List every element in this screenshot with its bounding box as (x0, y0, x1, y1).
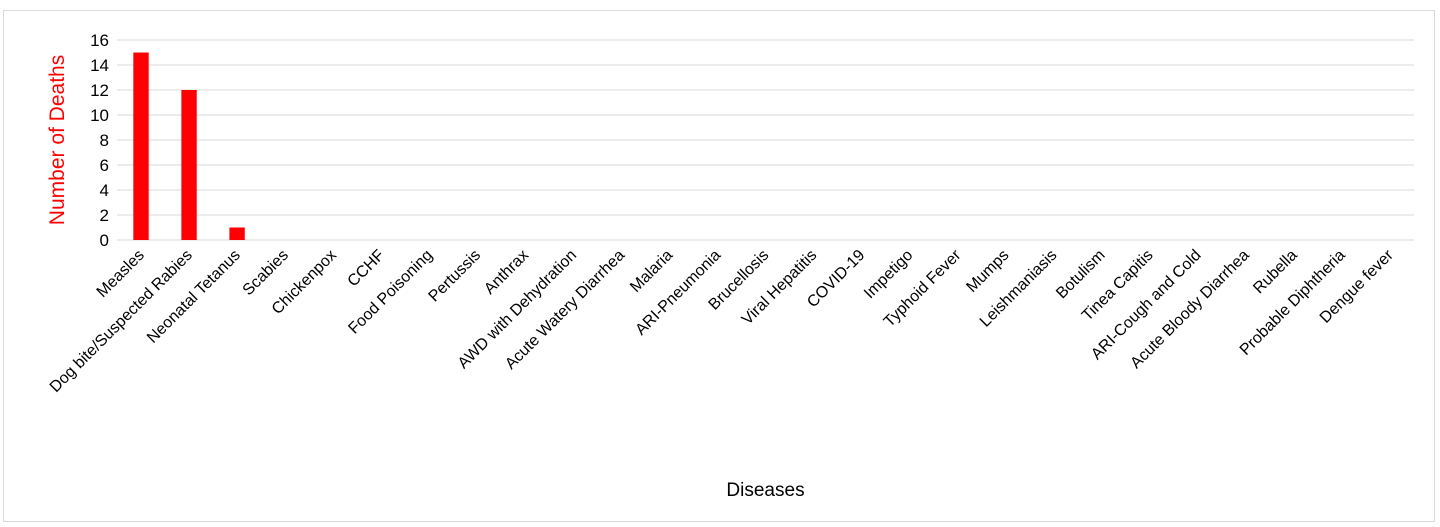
x-tick-label: CCHF (345, 247, 389, 291)
x-tick-label: Malaria (627, 247, 676, 296)
x-tick-label: Pertussis (426, 247, 485, 306)
x-axis-label: Diseases (726, 480, 804, 501)
y-tick-label: 12 (90, 81, 109, 100)
y-tick-label: 16 (90, 31, 109, 50)
x-tick-label: ARI-Pneumonia (632, 247, 724, 339)
grid-lines (117, 39, 1414, 241)
chart-frame: 0 2 4 6 8 10 12 14 16 Measles Dog bite/Suspected … (3, 10, 1435, 522)
bar (133, 52, 149, 240)
y-tick-label: 14 (90, 56, 109, 75)
y-tick-label: 8 (100, 131, 109, 150)
bar (229, 227, 245, 240)
y-tick-label: 0 (100, 231, 109, 250)
y-axis-label: Number of Deaths (46, 55, 69, 225)
x-tick-label: Mumps (963, 247, 1012, 296)
bar (181, 90, 197, 240)
y-tick-label: 6 (100, 156, 109, 175)
x-tick-label: Food Poisoning (345, 247, 436, 338)
y-tick-label: 10 (90, 106, 109, 125)
bars (133, 52, 245, 240)
y-tick-label: 4 (100, 181, 109, 200)
y-tick-label: 2 (100, 206, 109, 225)
y-tick-labels: 0 2 4 6 8 10 12 14 16 (90, 31, 109, 250)
x-tick-label: Neonatal Tetanus (144, 247, 244, 347)
